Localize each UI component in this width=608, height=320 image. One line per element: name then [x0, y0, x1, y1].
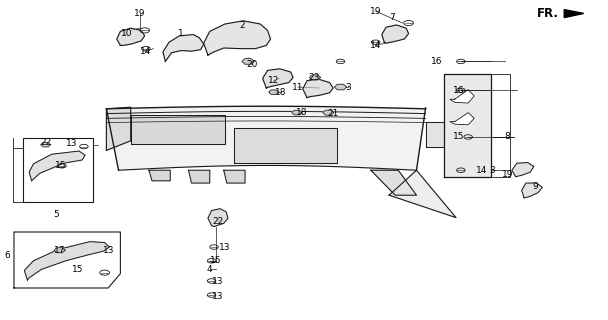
Polygon shape — [54, 248, 65, 253]
Text: 21: 21 — [328, 109, 339, 118]
Text: 18: 18 — [297, 108, 308, 117]
Text: 7: 7 — [389, 13, 395, 22]
Polygon shape — [14, 232, 120, 288]
Text: FR.: FR. — [537, 7, 559, 20]
Polygon shape — [24, 242, 109, 280]
Text: 3: 3 — [489, 166, 496, 175]
Polygon shape — [444, 74, 491, 177]
Text: 18: 18 — [275, 88, 286, 97]
Polygon shape — [131, 115, 225, 144]
Text: 14: 14 — [370, 41, 381, 50]
Polygon shape — [334, 84, 347, 90]
Text: 2: 2 — [239, 21, 245, 30]
Polygon shape — [41, 142, 50, 147]
Text: 15: 15 — [72, 265, 83, 274]
Text: 22: 22 — [40, 138, 51, 147]
Text: 8: 8 — [505, 132, 511, 141]
Text: 13: 13 — [212, 292, 223, 301]
Text: 15: 15 — [454, 132, 465, 141]
Text: 16: 16 — [431, 57, 442, 66]
Polygon shape — [163, 35, 204, 61]
Polygon shape — [106, 106, 426, 170]
Polygon shape — [117, 28, 145, 45]
Polygon shape — [234, 128, 337, 163]
Polygon shape — [389, 170, 456, 218]
Text: 15: 15 — [55, 161, 66, 170]
Polygon shape — [512, 163, 534, 177]
Text: 23: 23 — [309, 73, 320, 82]
Text: 20: 20 — [247, 60, 258, 69]
Polygon shape — [303, 79, 333, 98]
Polygon shape — [371, 170, 416, 195]
Polygon shape — [450, 113, 474, 125]
Text: 12: 12 — [268, 76, 279, 85]
Polygon shape — [426, 122, 444, 147]
Text: 13: 13 — [66, 139, 77, 148]
Text: 1: 1 — [178, 29, 184, 38]
Polygon shape — [564, 10, 584, 18]
Text: 5: 5 — [53, 210, 59, 219]
Polygon shape — [106, 107, 131, 150]
Polygon shape — [204, 21, 271, 55]
Polygon shape — [382, 25, 409, 43]
Text: 11: 11 — [292, 83, 303, 92]
Text: 4: 4 — [207, 265, 213, 274]
Polygon shape — [242, 59, 254, 64]
Text: 19: 19 — [134, 9, 145, 18]
Text: 14: 14 — [476, 166, 487, 175]
Text: 19: 19 — [370, 7, 381, 16]
Polygon shape — [269, 90, 278, 94]
Text: 13: 13 — [212, 277, 223, 286]
Polygon shape — [263, 69, 293, 88]
Polygon shape — [29, 151, 85, 181]
Text: 17: 17 — [54, 246, 65, 255]
Text: 16: 16 — [454, 86, 465, 95]
Text: 13: 13 — [103, 246, 114, 255]
Polygon shape — [208, 209, 228, 227]
Polygon shape — [224, 170, 245, 183]
Text: 22: 22 — [212, 217, 223, 226]
Polygon shape — [149, 170, 170, 181]
Polygon shape — [450, 90, 474, 103]
Text: 3: 3 — [345, 83, 351, 92]
Polygon shape — [188, 170, 210, 183]
Polygon shape — [522, 183, 542, 198]
Text: 9: 9 — [532, 182, 538, 191]
Polygon shape — [323, 110, 334, 115]
Polygon shape — [309, 75, 320, 80]
Text: 19: 19 — [502, 170, 513, 179]
Bar — [23, 138, 93, 202]
Text: 10: 10 — [121, 29, 132, 38]
Text: 15: 15 — [210, 256, 221, 265]
Text: 13: 13 — [219, 243, 230, 252]
Polygon shape — [292, 110, 302, 115]
Text: 14: 14 — [140, 47, 151, 56]
Text: 6: 6 — [4, 252, 10, 260]
